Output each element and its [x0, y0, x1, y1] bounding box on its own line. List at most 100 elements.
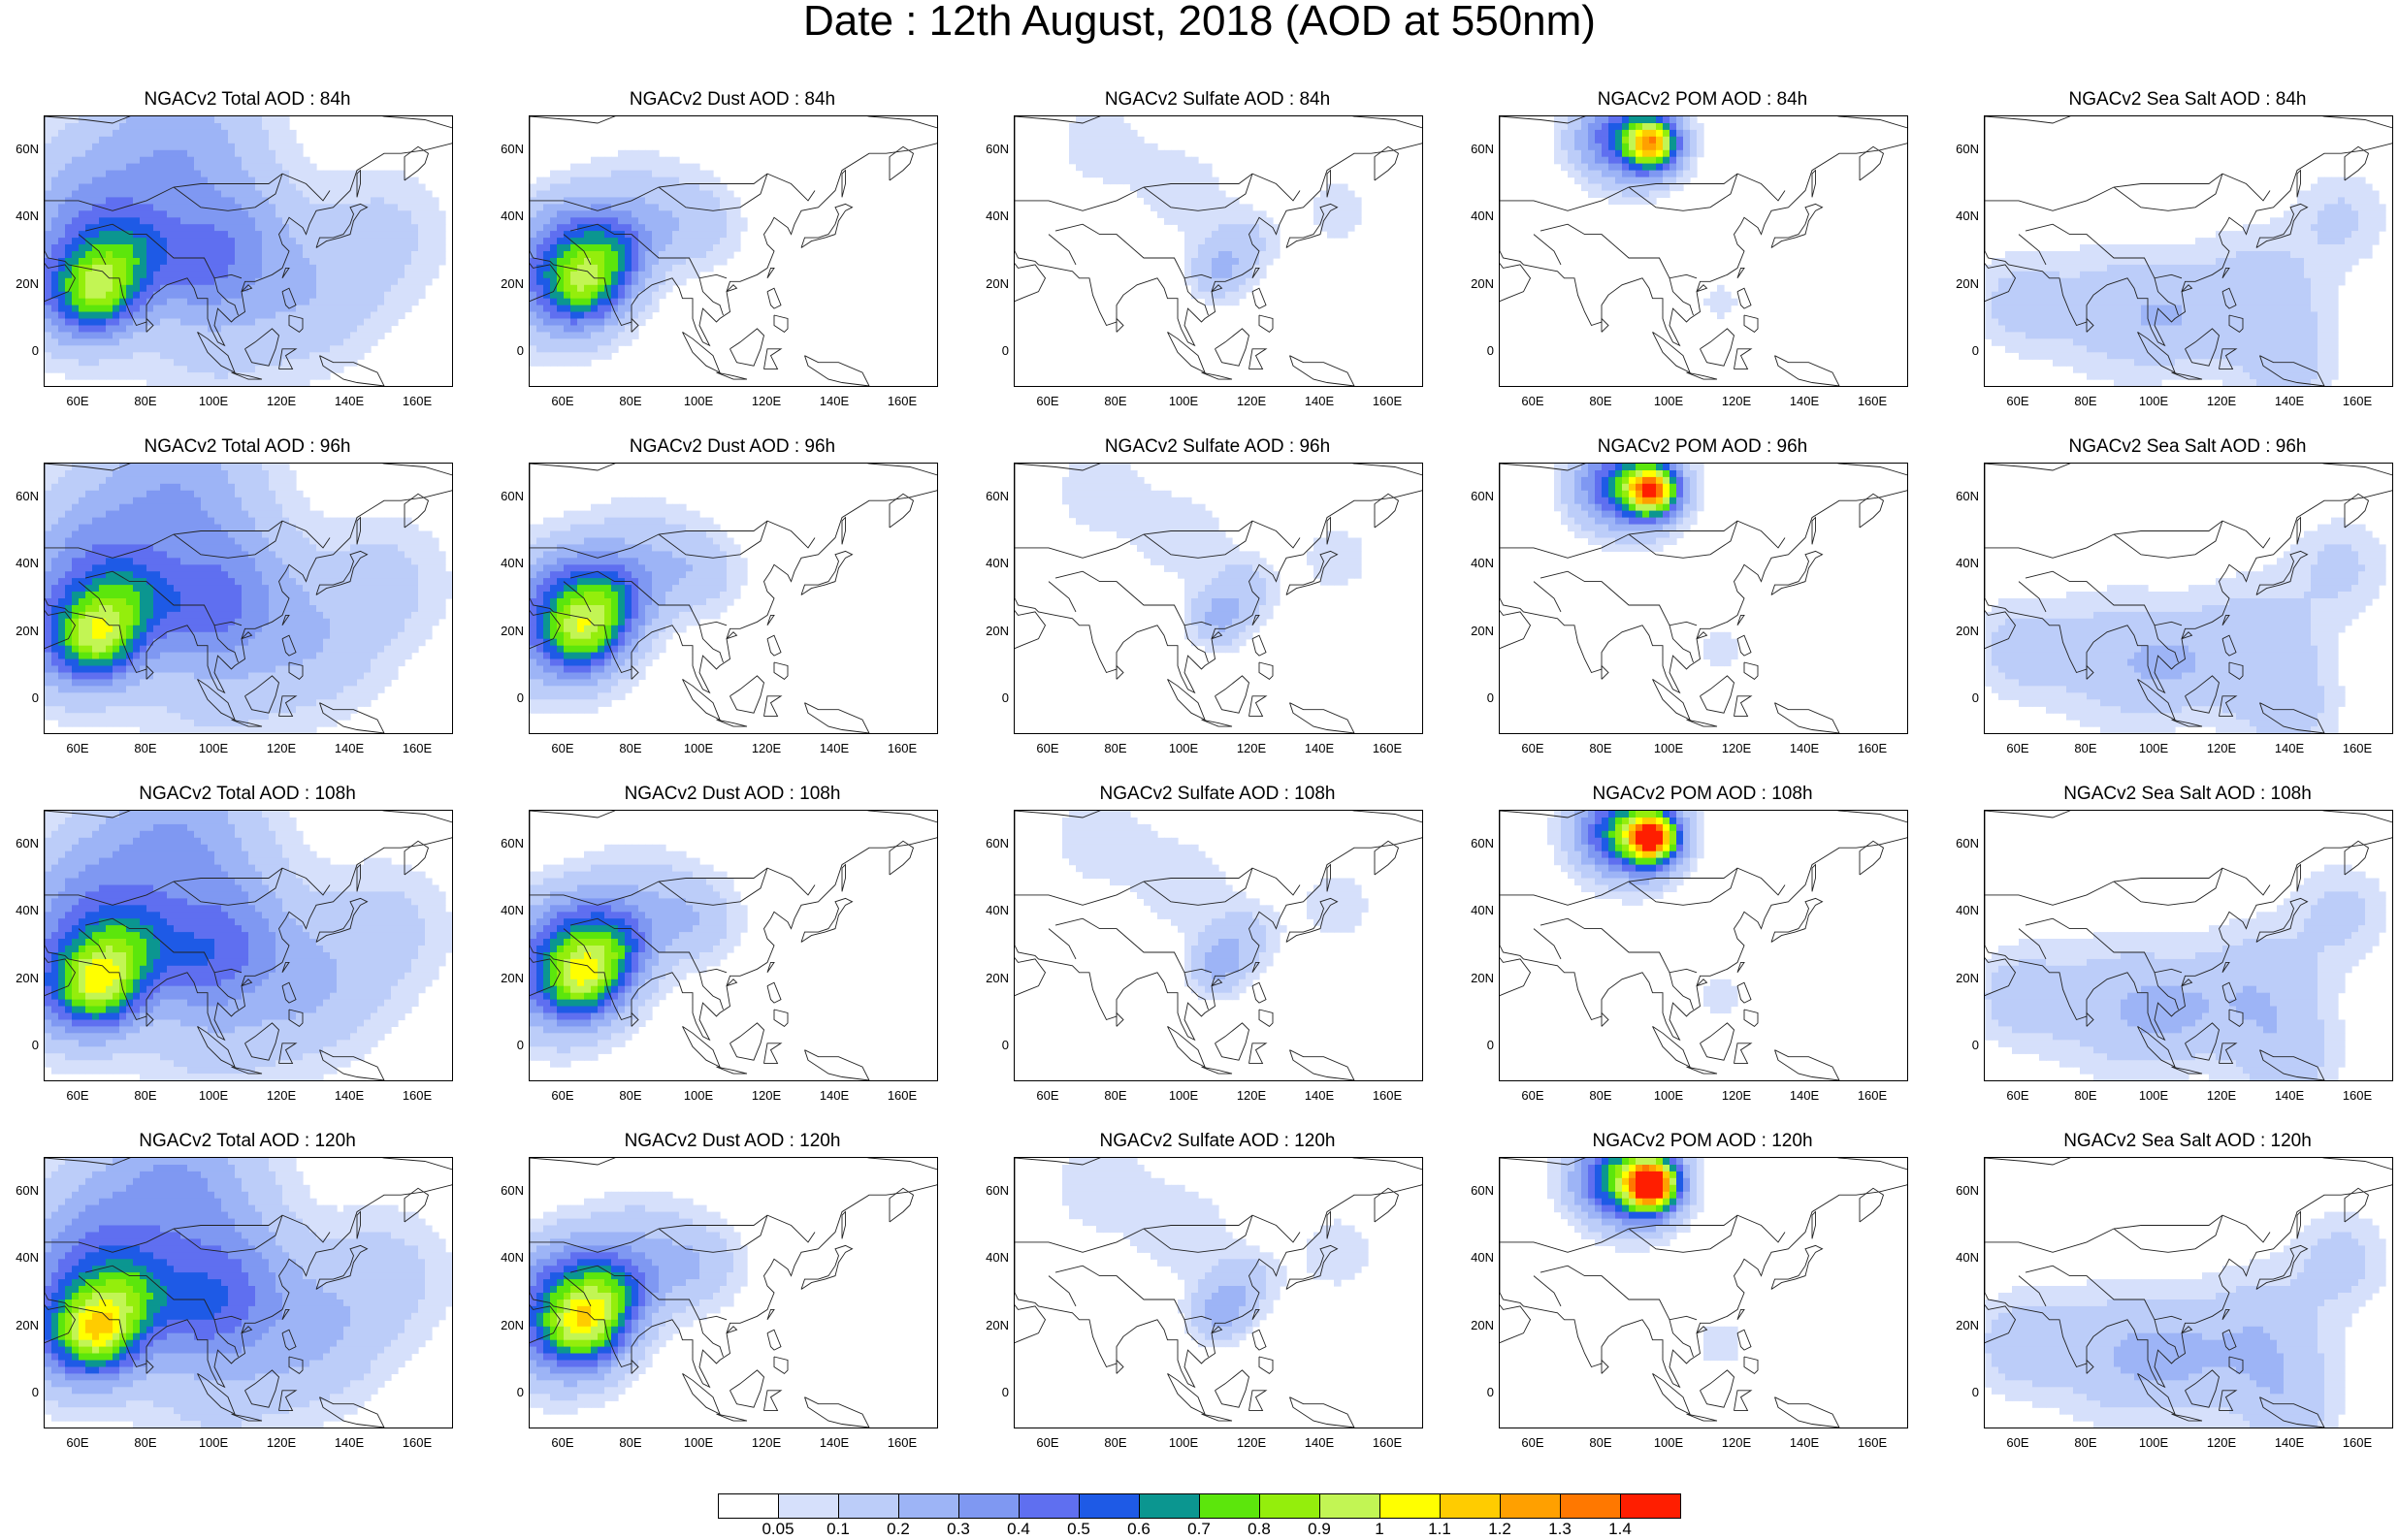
aod-cell: [2324, 217, 2332, 225]
aod-cell: [180, 345, 188, 353]
aod-cell: [45, 291, 52, 300]
aod-cell: [167, 271, 175, 279]
aod-cell: [1157, 183, 1165, 192]
aod-cell: [2324, 345, 2332, 353]
aod-cell: [99, 217, 107, 225]
aod-cell: [2243, 379, 2251, 386]
aod-cell: [248, 325, 256, 333]
aod-cell: [119, 258, 127, 266]
aod-cell: [1144, 183, 1151, 192]
aod-cell: [180, 143, 188, 151]
aod-cell: [564, 190, 571, 198]
aod-cell: [2093, 311, 2101, 320]
aod-cell: [201, 366, 209, 373]
aod-cell: [255, 305, 263, 313]
aod-cell: [377, 210, 385, 218]
aod-cell: [58, 605, 66, 613]
aod-cell: [2114, 359, 2122, 367]
aod-cell: [262, 183, 270, 192]
aod-cell: [79, 537, 86, 545]
aod-cell: [564, 277, 571, 286]
aod-cell: [235, 271, 243, 279]
aod-cell: [72, 325, 80, 333]
aod-cell: [1670, 116, 1677, 124]
aod-cell: [1327, 217, 1335, 225]
aod-cell: [2351, 224, 2359, 232]
aod-cell: [309, 197, 317, 205]
aod-cell: [2046, 271, 2054, 279]
aod-cell: [180, 197, 188, 205]
aod-cell: [2345, 264, 2352, 273]
aod-cell: [2331, 264, 2339, 273]
aod-cell: [432, 264, 439, 273]
aod-cell: [2019, 251, 2026, 259]
aod-cell: [706, 251, 714, 259]
aod-cell: [45, 618, 52, 626]
aod-cell: [316, 238, 324, 245]
aod-cell: [208, 163, 215, 172]
aod-cell: [2127, 318, 2135, 327]
coastline: [1652, 332, 1691, 374]
aod-cell: [564, 318, 571, 327]
aod-cell: [187, 325, 195, 333]
aod-cell: [79, 197, 86, 205]
aod-cell: [79, 544, 86, 552]
aod-cell: [2216, 359, 2223, 367]
aod-cell: [2019, 298, 2026, 306]
aod-cell: [113, 345, 120, 353]
aod-cell: [330, 251, 338, 259]
aod-cell: [530, 183, 537, 192]
aod-cell: [296, 238, 304, 245]
aod-cell: [2168, 338, 2176, 346]
aod-cell: [1205, 176, 1213, 185]
aod-cell: [1212, 251, 1219, 259]
aod-cell: [1266, 244, 1274, 252]
aod-cell: [343, 325, 351, 333]
aod-cell: [2229, 271, 2237, 279]
aod-cell: [2093, 284, 2101, 293]
aod-cell: [235, 372, 243, 380]
aod-cell: [418, 277, 426, 286]
aod-cell: [282, 123, 290, 131]
aod-cell: [228, 338, 236, 346]
aod-cell: [153, 258, 161, 266]
aod-cell: [316, 190, 324, 198]
aod-cell: [411, 176, 419, 185]
aod-cell: [1184, 204, 1192, 211]
aod-cell: [2026, 251, 2033, 259]
aod-cell: [1151, 204, 1158, 211]
aod-cell: [384, 170, 392, 178]
aod-cell: [2270, 379, 2278, 386]
aod-cell: [2195, 277, 2203, 286]
aod-cell: [337, 298, 344, 306]
aod-cell: [357, 291, 365, 300]
aod-cell: [2155, 325, 2162, 333]
aod-cell: [1191, 176, 1199, 185]
aod-cell: [2284, 284, 2291, 293]
aod-cell: [1184, 197, 1192, 205]
aod-cell: [2256, 291, 2264, 300]
aod-cell: [58, 464, 66, 471]
aod-cell: [418, 197, 426, 205]
aod-cell: [119, 244, 127, 252]
aod-cell: [699, 210, 707, 218]
aod-cell: [1595, 136, 1603, 144]
aod-cell: [2297, 311, 2305, 320]
aod-cell: [255, 217, 263, 225]
aod-cell: [2365, 210, 2373, 218]
aod-cell: [2141, 258, 2149, 266]
aod-cell: [2216, 271, 2223, 279]
aod-cell: [72, 551, 80, 559]
aod-cell: [51, 244, 59, 252]
aod-cell: [2351, 251, 2359, 259]
aod-cell: [357, 244, 365, 252]
aod-cell: [296, 359, 304, 367]
aod-cell: [113, 238, 120, 245]
aod-cell: [160, 183, 168, 192]
country-border: [78, 234, 107, 266]
aod-cell: [228, 311, 236, 320]
aod-cell: [92, 318, 100, 327]
aod-cell: [126, 345, 134, 353]
aod-cell: [1117, 123, 1124, 131]
aod-cell: [85, 190, 93, 198]
